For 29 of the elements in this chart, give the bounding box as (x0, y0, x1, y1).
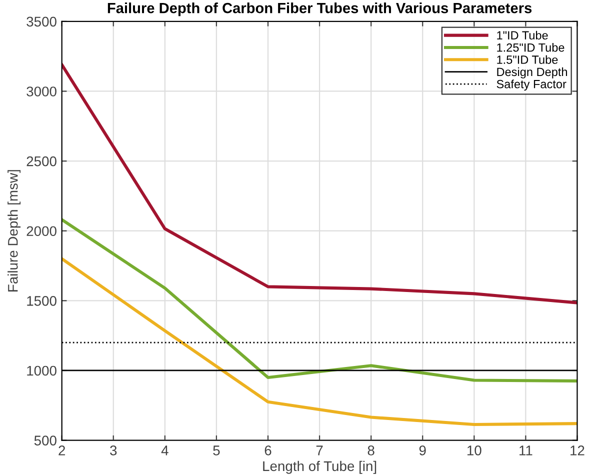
y-tick-label: 2000 (26, 226, 56, 236)
x-tick-label: 3 (110, 446, 117, 456)
y-tick-label: 3500 (26, 16, 56, 27)
chart-title: Failure Depth of Carbon Fiber Tubes with Various Parameters (108, 2, 532, 16)
y-tick-label: 2500 (26, 156, 56, 166)
y-tick-label: 1500 (27, 296, 56, 306)
legend-label: Safety Factor (496, 80, 566, 91)
y-tick-label: 3000 (26, 86, 56, 96)
x-tick-label: 12 (570, 446, 584, 456)
legend-label: Design Depth (497, 67, 568, 78)
x-tick-label: 2 (58, 446, 66, 456)
x-tick-label: 10 (467, 446, 482, 456)
x-tick-label: 9 (419, 446, 426, 456)
legend-label: 1.5"ID Tube (497, 55, 558, 64)
line-series (62, 257, 578, 426)
x-tick-label: 6 (264, 446, 272, 456)
y-tick-label: 500 (34, 436, 56, 446)
x-tick-label: 8 (368, 446, 374, 456)
legend-label: 1"ID Tube (497, 30, 548, 40)
x-tick-label: 4 (161, 446, 168, 456)
x-axis-title: Length of Tube [in] (263, 460, 376, 474)
x-tick-label: 5 (213, 446, 220, 456)
x-tick-label: 7 (316, 446, 323, 456)
line-series (62, 218, 578, 382)
x-tick-label: 11 (520, 446, 532, 456)
y-tick-label: 1000 (27, 366, 56, 376)
y-axis-title: Failure Depth [msw] (8, 170, 21, 292)
legend-label: 1.25"ID Tube (497, 43, 564, 52)
line-series (62, 63, 578, 304)
